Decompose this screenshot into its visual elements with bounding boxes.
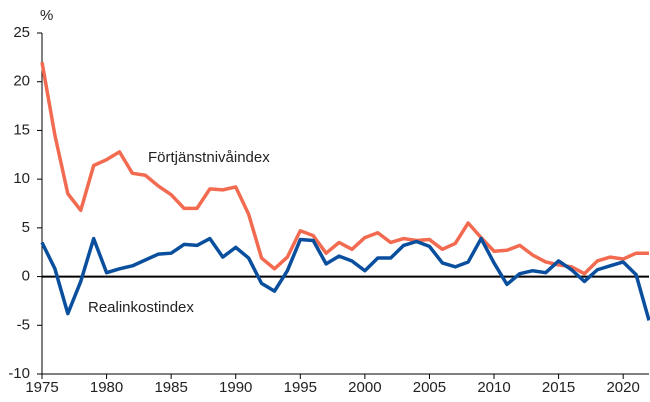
series-line	[40, 61, 649, 276]
x-tick-label: 2000	[348, 379, 381, 396]
x-tick-label: 2010	[477, 379, 510, 396]
x-tick-label: 1995	[284, 379, 317, 396]
series-label: Förtjänstnivåindex	[148, 149, 270, 166]
y-tick-label: -10	[8, 365, 30, 382]
x-tick-label: 2005	[413, 379, 446, 396]
x-tick-label: 1975	[25, 379, 58, 396]
x-tick-label: 2020	[606, 379, 639, 396]
series-label: Realinkostindex	[88, 299, 194, 316]
x-tick-label: 1980	[90, 379, 123, 396]
y-tick-label: 25	[13, 24, 30, 41]
y-tick-label: -5	[17, 316, 30, 333]
y-tick-label: 10	[13, 170, 30, 187]
series-line	[40, 236, 650, 321]
y-tick-label: 0	[22, 268, 30, 285]
x-tick-label: 2015	[542, 379, 575, 396]
y-tick-label: 5	[22, 219, 30, 236]
y-tick-label: 15	[13, 121, 30, 138]
x-tick-label: 1990	[219, 379, 252, 396]
y-axis-label: %	[40, 7, 53, 24]
x-tick-label: 1985	[154, 379, 187, 396]
y-tick-label: 20	[13, 73, 30, 90]
